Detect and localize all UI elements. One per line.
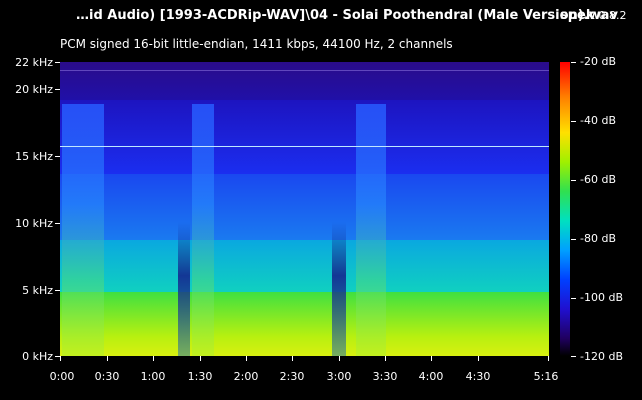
time-label: 2:30 [279, 370, 305, 383]
db-label: -60 dB [580, 173, 616, 186]
freq-label: 15 kHz [15, 150, 53, 163]
time-label: 4:30 [465, 370, 491, 383]
freq-label: 0 kHz [22, 350, 53, 363]
time-label: 2:00 [233, 370, 259, 383]
time-tick [200, 356, 201, 361]
db-tick [571, 62, 576, 63]
freq-tick [55, 223, 60, 224]
spectrum-band-lower [60, 240, 549, 292]
time-tick [385, 356, 386, 361]
db-color-scale [560, 62, 570, 356]
spectrum-band-bass [60, 292, 549, 356]
time-label: 0:00 [49, 370, 75, 383]
freq-label: 5 kHz [22, 284, 53, 297]
time-tick [153, 356, 154, 361]
file-title: …id Audio) [1993-ACDRip-WAV]\04 - Solai … [76, 8, 618, 23]
time-label: 0:30 [94, 370, 120, 383]
spectrum-band-top [60, 62, 549, 100]
time-tick [107, 356, 108, 361]
spectrum-burst [192, 104, 214, 356]
app-name: spek [560, 8, 595, 23]
freq-tick [55, 356, 60, 357]
time-tick [246, 356, 247, 361]
time-label: 3:00 [326, 370, 352, 383]
freq-tick [55, 290, 60, 291]
spectrum-dip [332, 222, 346, 356]
freq-tick [55, 62, 60, 63]
spectrum-cutoff-line [60, 146, 549, 147]
time-label: 4:00 [418, 370, 444, 383]
spectrum-line [60, 70, 549, 71]
freq-label: 20 kHz [15, 83, 53, 96]
spectrum-burst [356, 104, 386, 356]
freq-tick [55, 89, 60, 90]
db-label: -40 dB [580, 114, 616, 127]
db-tick [571, 356, 576, 357]
time-tick [339, 356, 340, 361]
time-tick [548, 356, 549, 361]
time-label: 1:00 [140, 370, 166, 383]
spectrum-band-upper [60, 100, 549, 174]
app-version: 0.8.2 [598, 9, 627, 22]
db-tick [571, 121, 576, 122]
spectrum-dip [178, 222, 190, 356]
db-label: -100 dB [580, 291, 623, 304]
stream-info: PCM signed 16-bit little-endian, 1411 kb… [60, 37, 453, 51]
time-tick [60, 356, 61, 361]
time-tick [431, 356, 432, 361]
db-label: -80 dB [580, 232, 616, 245]
db-tick [571, 239, 576, 240]
spectrum-burst [62, 104, 104, 356]
freq-label: 10 kHz [15, 217, 53, 230]
spectrum-band-mid [60, 174, 549, 240]
time-tick [292, 356, 293, 361]
time-label: 3:30 [372, 370, 398, 383]
freq-label: 22 kHz [15, 56, 53, 69]
freq-tick [55, 156, 60, 157]
time-label: 5:16 [533, 370, 559, 383]
db-tick [571, 298, 576, 299]
time-tick [478, 356, 479, 361]
db-tick [571, 180, 576, 181]
app-brand: spek 0.8.2 [560, 8, 627, 23]
db-label: -120 dB [580, 350, 623, 363]
spectrogram-plot [60, 62, 549, 356]
time-label: 1:30 [187, 370, 213, 383]
db-label: -20 dB [580, 55, 616, 68]
